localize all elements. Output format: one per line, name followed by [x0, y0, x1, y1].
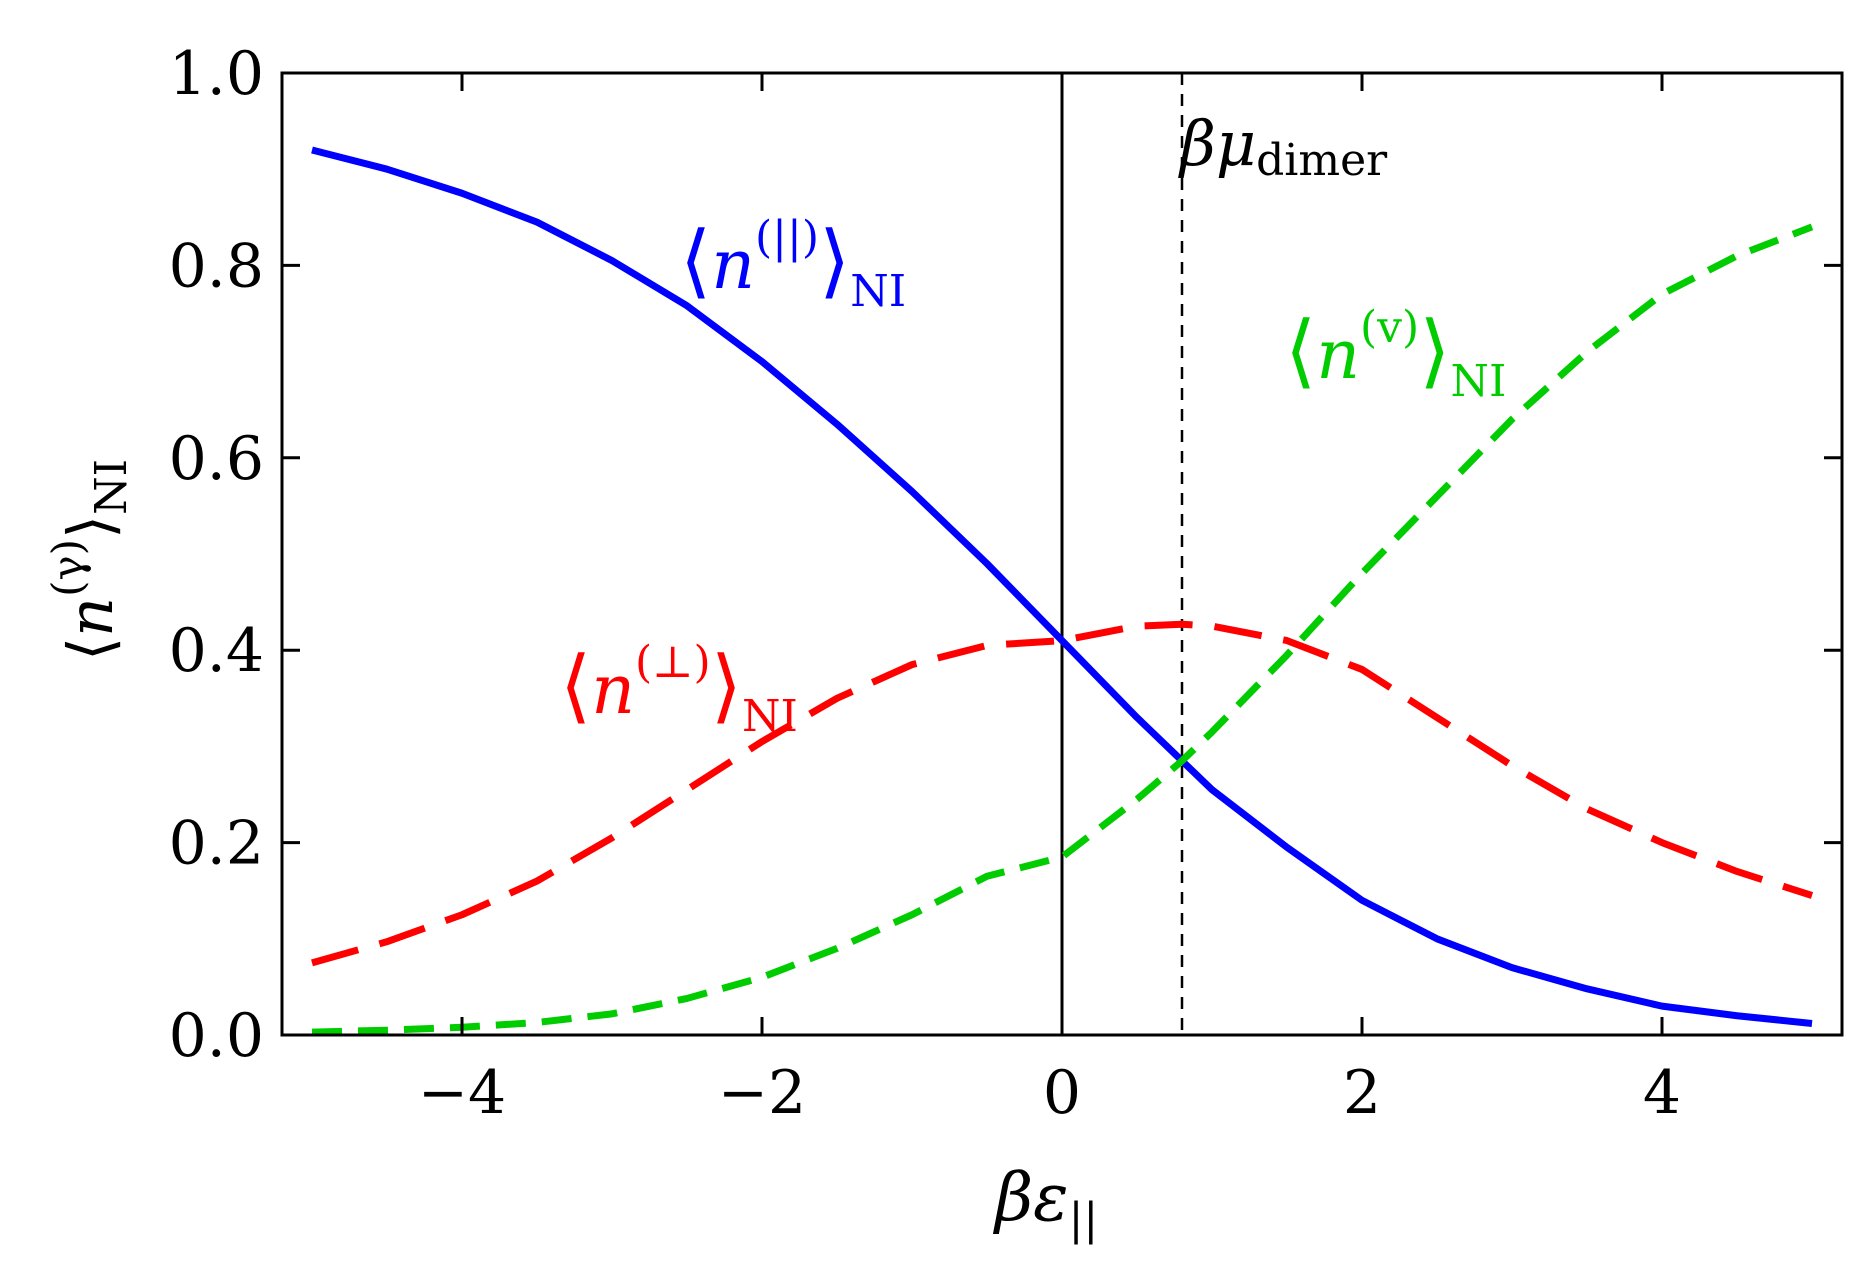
series-line-1 [311, 620, 1814, 967]
x-axis-label-sub: || [1069, 1194, 1099, 1245]
dimer-annotation-sub: dimer [1256, 135, 1388, 186]
x-tick-label-4: 4 [1643, 1058, 1681, 1128]
series-label-parallel-close: ⟩ [819, 214, 850, 307]
series-label-v-sup: (v) [1360, 302, 1419, 353]
series-label-v: ⟨n(v)⟩NI [1285, 302, 1506, 407]
x-tick-label-3: 2 [1343, 1058, 1381, 1128]
series-group [311, 146, 1814, 1035]
y-axis-label-open: ⟨ [54, 637, 127, 661]
y-axis-label-close: ⟩ [54, 515, 127, 539]
series-label-perp-sub: NI [742, 691, 798, 742]
series-label-perp-base: n [591, 651, 635, 730]
plot-area [311, 73, 1814, 1035]
axis-tick-labels: −4 −2 0 2 4 0.0 0.2 0.4 0.6 0.8 1.0 [169, 39, 1682, 1128]
axis-ticks [282, 71, 1842, 1037]
series-label-v-close: ⟩ [1419, 304, 1450, 397]
series-label-parallel: ⟨n(||)⟩NI [680, 212, 906, 317]
x-axis-label: βε|| [992, 1159, 1098, 1245]
series-label-parallel-open: ⟨ [680, 214, 711, 307]
series-label-parallel-sub: NI [850, 266, 906, 317]
x-tick-label-2: 0 [1043, 1058, 1081, 1128]
dimer-annotation: βμdimer [1178, 107, 1388, 186]
y-axis-label-sub: NI [86, 459, 137, 515]
y-tick-label-0: 0.0 [169, 1001, 264, 1071]
y-tick-label-1: 0.2 [169, 809, 264, 879]
y-tick-label-4: 0.8 [169, 231, 264, 301]
y-tick-label-2: 0.4 [169, 616, 264, 686]
series-label-v-open: ⟨ [1285, 304, 1316, 397]
series-label-parallel-sup: (||) [755, 212, 819, 263]
x-tick-label-1: −2 [718, 1058, 806, 1128]
y-tick-label-3: 0.6 [169, 424, 264, 494]
series-line-0 [311, 146, 1813, 1027]
y-axis-label: ⟨n(γ)⟩NI [43, 459, 137, 661]
series-label-parallel-base: n [711, 226, 755, 305]
series-label-v-sub: NI [1450, 356, 1506, 407]
y-tick-label-5: 1.0 [169, 39, 264, 109]
series-label-v-base: n [1316, 316, 1360, 395]
x-tick-label-0: −4 [418, 1058, 506, 1128]
series-label-perp-sup: (⊥) [635, 637, 711, 688]
vertical-reference-lines [1060, 73, 1184, 1035]
series-label-perp-open: ⟨ [560, 639, 591, 732]
dimer-annotation-base: βμ [1178, 107, 1256, 180]
x-axis-label-base: βε [992, 1159, 1069, 1236]
y-axis-label-sup: (γ) [43, 539, 92, 597]
series-label-perp: ⟨n(⊥)⟩NI [560, 637, 798, 742]
y-axis-label-base: n [54, 597, 127, 637]
series-label-perp-close: ⟩ [711, 639, 742, 732]
